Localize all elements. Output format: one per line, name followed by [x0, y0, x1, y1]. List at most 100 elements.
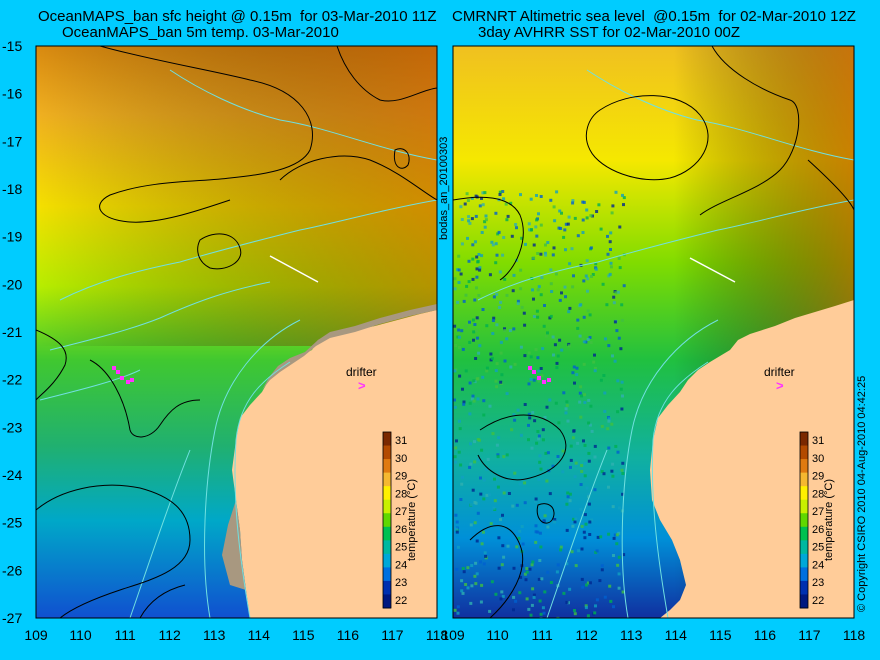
sst-speckle-pixel	[517, 536, 521, 540]
sst-speckle-pixel	[481, 191, 485, 195]
sst-speckle-pixel	[581, 231, 585, 234]
left-colorbar-tick: 28	[395, 488, 407, 500]
sst-speckle-pixel	[466, 586, 470, 590]
sst-speckle-pixel	[554, 401, 558, 405]
sst-speckle-pixel	[514, 223, 518, 226]
sst-speckle-pixel	[469, 601, 473, 605]
sst-speckle-pixel	[510, 428, 514, 432]
sst-speckle-pixel	[461, 567, 465, 570]
sst-speckle-pixel	[546, 525, 550, 529]
sst-speckle-pixel	[456, 300, 460, 304]
sst-speckle-pixel	[579, 385, 583, 389]
sst-speckle-pixel	[617, 256, 621, 260]
sst-speckle-pixel	[459, 463, 463, 467]
sst-speckle-pixel	[602, 472, 606, 476]
sst-speckle-pixel	[467, 215, 471, 219]
sst-speckle-pixel	[587, 492, 591, 496]
sst-speckle-pixel	[552, 246, 556, 250]
sst-speckle-pixel	[532, 297, 535, 301]
sst-speckle-pixel	[471, 318, 475, 322]
left-lon-tick-label: 118	[426, 627, 449, 643]
sst-speckle-pixel	[537, 577, 541, 581]
sst-speckle-pixel	[453, 287, 457, 291]
sst-speckle-pixel	[580, 464, 584, 467]
sst-speckle-pixel	[475, 267, 479, 271]
sst-speckle-pixel	[494, 261, 498, 265]
sst-speckle-pixel	[564, 222, 568, 226]
sst-speckle-pixel	[568, 306, 572, 310]
left-colorbar-tick: 27	[395, 506, 407, 518]
sst-speckle-pixel	[494, 369, 498, 373]
sst-speckle-pixel	[566, 419, 570, 423]
sst-speckle-pixel	[560, 348, 564, 352]
left-colorbar-swatch	[383, 459, 391, 474]
sst-speckle-pixel	[607, 417, 611, 421]
sst-speckle-pixel	[524, 578, 528, 582]
sst-speckle-pixel	[501, 594, 505, 598]
sst-speckle-pixel	[585, 486, 589, 490]
sst-speckle-pixel	[537, 285, 541, 289]
sst-speckle-pixel	[520, 236, 524, 240]
sst-speckle-pixel	[553, 219, 557, 223]
sst-speckle-pixel	[590, 429, 594, 433]
sst-speckle-pixel	[568, 262, 572, 266]
sst-speckle-pixel	[607, 446, 611, 450]
sst-speckle-pixel	[571, 524, 575, 528]
sst-speckle-pixel	[579, 507, 583, 511]
right-colorbar-swatch	[800, 445, 808, 460]
sst-speckle-pixel	[505, 218, 509, 222]
sst-speckle-pixel	[509, 365, 513, 369]
sst-speckle-pixel	[556, 616, 560, 618]
sst-speckle-pixel	[510, 234, 514, 238]
sst-speckle-pixel	[586, 614, 590, 618]
sst-speckle-pixel	[551, 253, 555, 257]
sst-speckle-pixel	[568, 587, 572, 591]
sst-speckle-pixel	[471, 488, 475, 492]
sst-speckle-pixel	[609, 265, 613, 269]
sst-speckle-pixel	[519, 433, 523, 437]
right-colorbar-swatch	[800, 526, 808, 541]
sst-speckle-pixel	[583, 393, 586, 397]
sst-speckle-pixel	[549, 198, 553, 202]
vertical-run-id: bodas_an_20100303	[438, 136, 450, 240]
left-colorbar-swatch	[383, 472, 391, 487]
sst-speckle-pixel	[500, 373, 504, 377]
right-lon-tick-label: 111	[531, 627, 552, 643]
sst-speckle-pixel	[573, 612, 577, 616]
sst-speckle-pixel	[528, 567, 532, 571]
sst-speckle-pixel	[453, 398, 456, 402]
sst-speckle-pixel	[571, 285, 575, 289]
sst-speckle-pixel	[518, 529, 522, 533]
sst-speckle-pixel	[558, 338, 562, 342]
sst-speckle-pixel	[472, 330, 476, 334]
right-map-frame	[452, 45, 855, 619]
sst-speckle-pixel	[459, 205, 463, 209]
sst-speckle-pixel	[457, 281, 461, 284]
right-lon-tick-label: 116	[754, 627, 777, 643]
sst-speckle-pixel	[609, 231, 613, 235]
sst-speckle-pixel	[546, 570, 550, 574]
sst-speckle-pixel	[536, 430, 540, 433]
left-lon-tick-label: 112	[159, 627, 182, 643]
sst-speckle-pixel	[539, 293, 543, 297]
sst-speckle-pixel	[543, 416, 547, 419]
sst-speckle-pixel	[475, 275, 479, 279]
sst-speckle-pixel	[467, 219, 471, 223]
sst-speckle-pixel	[611, 354, 614, 358]
sst-speckle-pixel	[538, 531, 542, 535]
sst-speckle-pixel	[573, 216, 577, 220]
left-lon-tick-label: 110	[69, 627, 92, 643]
sst-speckle-pixel	[523, 481, 527, 485]
left-transect-line	[269, 255, 319, 283]
left-ssh-contours	[36, 46, 437, 618]
sst-speckle-pixel	[473, 521, 477, 525]
copyright-stamp: © Copyright CSIRO 2010 04-Aug-2010 04:42…	[856, 375, 868, 612]
left-colorbar-swatch	[383, 526, 391, 541]
sst-speckle-pixel	[567, 310, 571, 314]
sst-speckle-pixel	[498, 193, 502, 196]
sst-speckle-pixel	[551, 464, 555, 468]
sst-speckle-pixel	[553, 337, 557, 341]
sst-speckle-pixel	[466, 199, 470, 202]
sst-speckle-pixel	[612, 301, 616, 305]
sst-speckle-pixel	[537, 437, 541, 441]
